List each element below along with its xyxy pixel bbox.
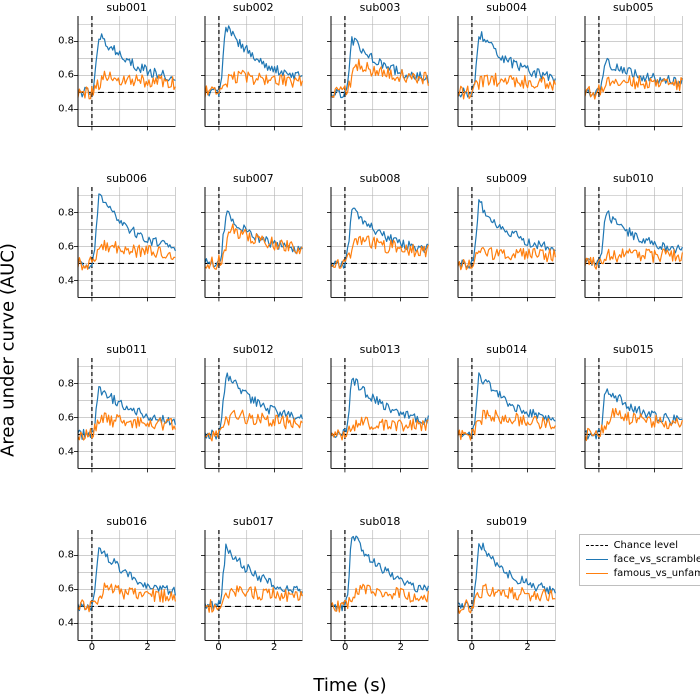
subplot-title: sub016 — [106, 515, 147, 528]
subplot-title: sub014 — [486, 343, 527, 356]
subplot-sub007: sub007 — [205, 187, 302, 297]
subplot-title: sub006 — [106, 172, 147, 185]
subplot-sub013: sub013 — [331, 358, 428, 468]
subplot-title: sub007 — [233, 172, 274, 185]
legend: Chance level face_vs_scrambled famous_vs_u… — [579, 534, 700, 586]
subplot-title: sub002 — [233, 1, 274, 14]
subplot-sub018: sub01802 — [331, 530, 428, 640]
subplot-sub010: sub010 — [585, 187, 682, 297]
legend-item: famous_vs_unfamiliar — [586, 567, 700, 581]
subplot-sub012: sub012 — [205, 358, 302, 468]
subplot-title: sub012 — [233, 343, 274, 356]
subplot-sub008: sub008 — [331, 187, 428, 297]
subplot-title: sub011 — [106, 343, 147, 356]
legend-swatch — [586, 545, 608, 546]
subplot-title: sub001 — [106, 1, 147, 14]
subplot-title: sub008 — [360, 172, 401, 185]
legend-label: Chance level — [614, 540, 678, 551]
legend-swatch — [586, 573, 608, 574]
subplot-sub005: sub005 — [585, 16, 682, 126]
subplot-sub014: sub014 — [458, 358, 555, 468]
x-axis-label: Time (s) — [313, 675, 386, 696]
subplot-sub015: sub015 — [585, 358, 682, 468]
subplot-title: sub015 — [613, 343, 654, 356]
subplot-title: sub018 — [360, 515, 401, 528]
subplot-title: sub009 — [486, 172, 527, 185]
legend-label: famous_vs_unfamiliar — [614, 568, 700, 579]
legend-label: face_vs_scrambled — [614, 554, 700, 565]
subplot-title: sub005 — [613, 1, 654, 14]
figure: Area under curve (AUC) Time (s) sub0010.… — [0, 0, 700, 700]
subplot-sub017: sub01702 — [205, 530, 302, 640]
subplot-sub003: sub003 — [331, 16, 428, 126]
y-axis-label: Area under curve (AUC) — [0, 243, 19, 457]
subplot-sub006: sub0060.40.60.8 — [78, 187, 175, 297]
subplot-sub019: sub01902 — [458, 530, 555, 640]
panels-grid: sub0010.40.60.8 sub002 sub003 sub004 sub005 s… — [78, 16, 682, 640]
subplot-title: sub003 — [360, 1, 401, 14]
subplot-sub011: sub0110.40.60.8 — [78, 358, 175, 468]
subplot-title: sub010 — [613, 172, 654, 185]
subplot-sub004: sub004 — [458, 16, 555, 126]
subplot-title: sub017 — [233, 515, 274, 528]
subplot-sub009: sub009 — [458, 187, 555, 297]
subplot-sub001: sub0010.40.60.8 — [78, 16, 175, 126]
legend-swatch — [586, 559, 608, 560]
legend-item: Chance level — [586, 539, 700, 553]
subplot-title: sub013 — [360, 343, 401, 356]
subplot-title: sub004 — [486, 1, 527, 14]
legend-item: face_vs_scrambled — [586, 553, 700, 567]
subplot-sub002: sub002 — [205, 16, 302, 126]
subplot-sub016: sub0160.40.60.802 — [78, 530, 175, 640]
subplot-title: sub019 — [486, 515, 527, 528]
